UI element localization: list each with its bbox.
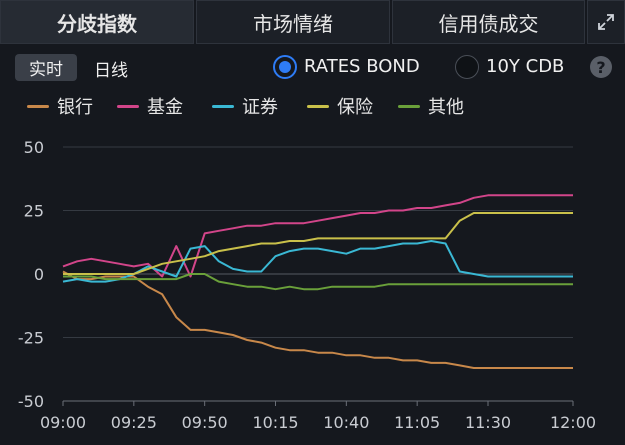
- tab-credit-bond-trades[interactable]: 信用债成交: [392, 0, 585, 44]
- x-tick-label: 09:50: [182, 413, 228, 432]
- tab-divergence-index[interactable]: 分歧指数: [0, 0, 194, 44]
- x-tick-label: 09:00: [40, 413, 86, 432]
- series-line: [62, 270, 573, 369]
- x-tick-label: 11:05: [394, 413, 440, 432]
- y-tick-label: 50: [24, 138, 44, 157]
- legend-item-insurance[interactable]: 保险: [307, 92, 373, 120]
- series-line: [62, 194, 573, 278]
- x-tick-label: 10:15: [252, 413, 298, 432]
- legend-swatch: [212, 104, 234, 108]
- radio-10y-cdb[interactable]: [455, 55, 479, 79]
- legend-label: 其他: [428, 97, 464, 118]
- series-line: [63, 212, 573, 275]
- series-line: [62, 240, 573, 283]
- tab-bar: 分歧指数 市场情绪 信用债成交: [0, 0, 625, 46]
- tab-market-sentiment[interactable]: 市场情绪: [196, 0, 390, 44]
- realtime-button[interactable]: 实时: [15, 54, 77, 81]
- line-chart: 50 25 0 -25 -50 09:00 09:25 09:50 10:15 10:40 11:0…: [18, 138, 596, 432]
- legend-label: 证券: [242, 97, 278, 118]
- legend-label: 基金: [147, 97, 183, 118]
- series-line: [63, 273, 573, 291]
- expand-button[interactable]: [587, 0, 625, 44]
- legend-item-bank[interactable]: 银行: [27, 92, 93, 120]
- y-tick-label: 0: [34, 265, 44, 284]
- legend-item-other[interactable]: 其他: [398, 92, 464, 120]
- y-tick-label: 25: [24, 202, 44, 221]
- legend-swatch: [27, 104, 49, 108]
- legend-swatch: [398, 104, 420, 108]
- legend-swatch: [117, 104, 139, 108]
- chart-legend: 银行 基金 证券 保险 其他: [0, 92, 625, 120]
- legend-item-fund[interactable]: 基金: [117, 92, 183, 120]
- radio-rates-bond[interactable]: [273, 55, 297, 79]
- expand-icon: [598, 14, 614, 30]
- legend-label: 保险: [337, 97, 373, 118]
- y-tick-label: -25: [18, 329, 44, 348]
- legend-item-securities[interactable]: 证券: [212, 92, 278, 120]
- x-tick-label: 09:25: [111, 413, 157, 432]
- x-tick-label: 12:00: [550, 413, 596, 432]
- legend-swatch: [307, 104, 329, 108]
- y-tick-label: -50: [18, 392, 44, 411]
- radio-10y-cdb-label[interactable]: 10Y CDB: [486, 56, 565, 77]
- daily-button[interactable]: 日线: [94, 61, 128, 81]
- help-icon[interactable]: ?: [590, 56, 612, 78]
- control-row: 实时 日线 RATES BOND 10Y CDB ?: [0, 52, 625, 84]
- legend-label: 银行: [57, 97, 93, 118]
- x-tick-label: 10:40: [323, 413, 369, 432]
- radio-rates-bond-label[interactable]: RATES BOND: [304, 56, 420, 77]
- x-tick-label: 11:30: [465, 413, 511, 432]
